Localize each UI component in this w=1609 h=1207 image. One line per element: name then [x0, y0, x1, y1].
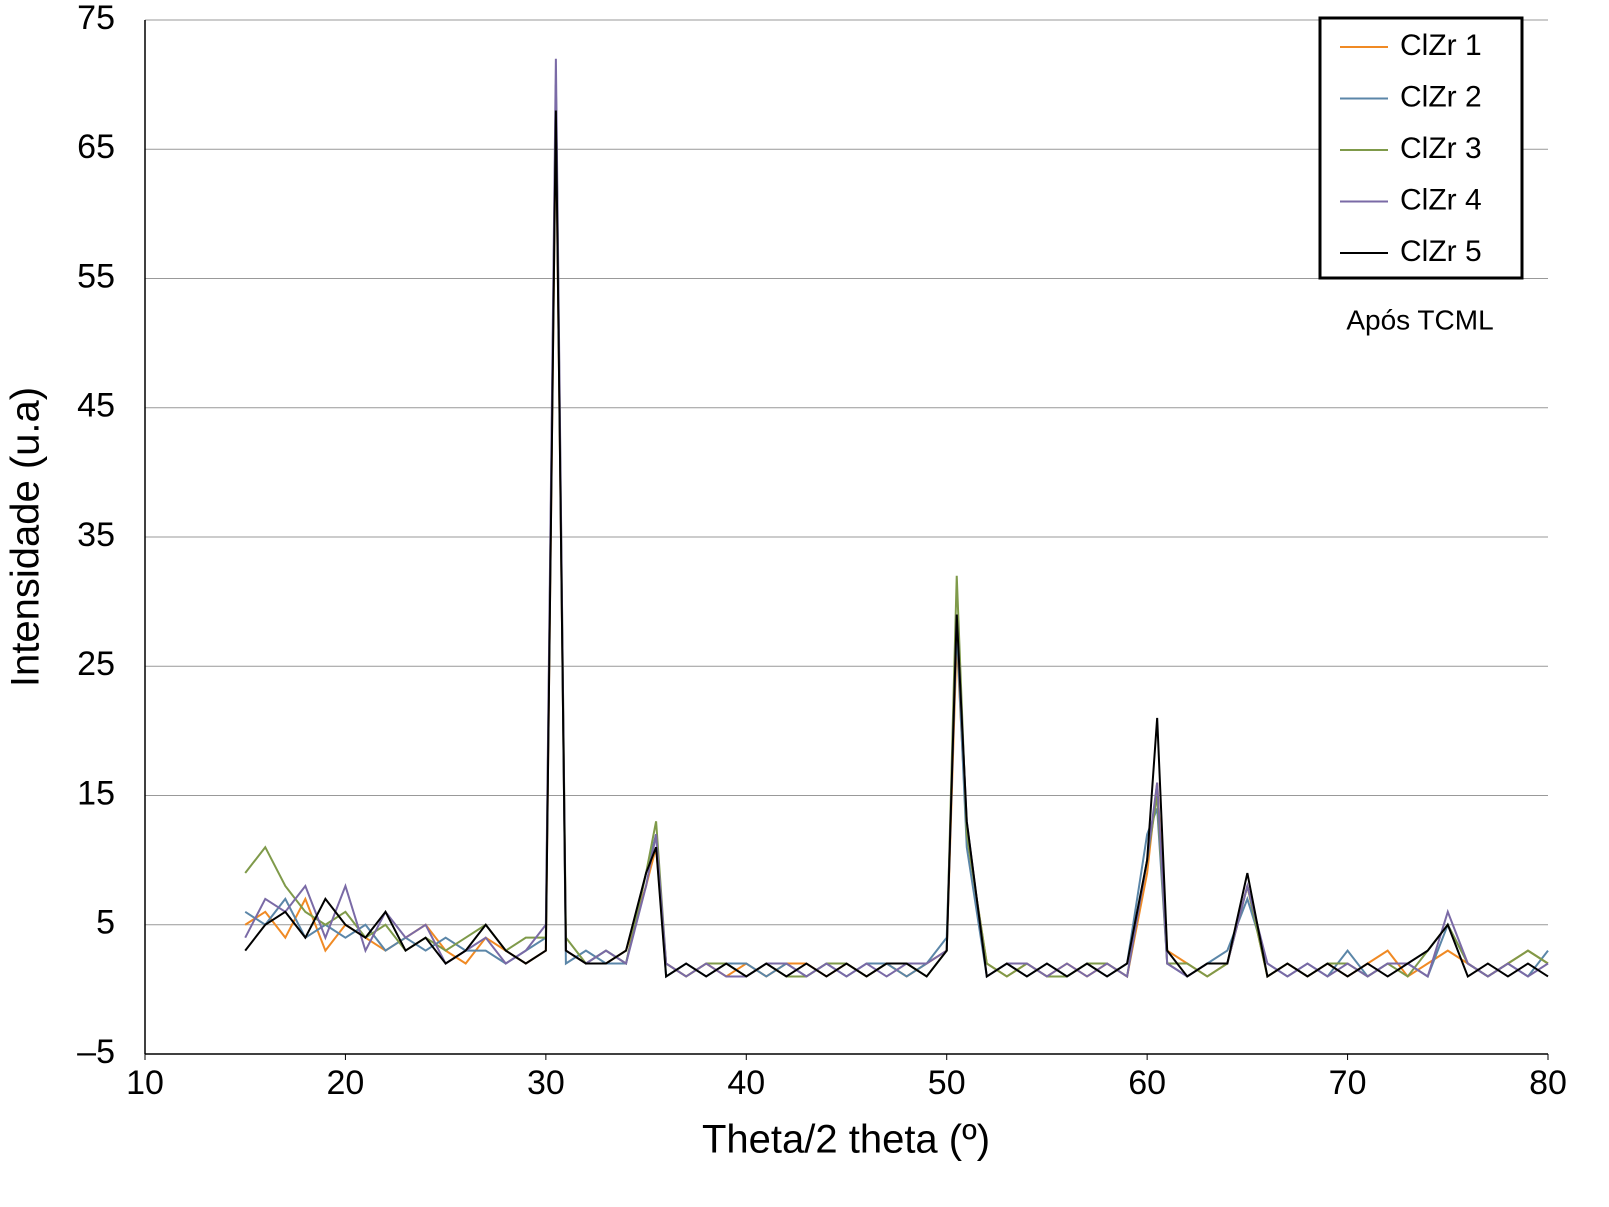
- legend-box: [1318, 16, 1524, 280]
- y-tick-label: 5: [96, 904, 115, 942]
- x-tick-label: 40: [727, 1064, 765, 1102]
- x-tick-label: 60: [1128, 1064, 1166, 1102]
- legend-label: ClZr 2: [1400, 80, 1482, 113]
- x-tick-label: 30: [527, 1064, 565, 1102]
- legend-label: ClZr 4: [1400, 183, 1482, 216]
- y-tick-label: 65: [77, 128, 115, 166]
- y-tick-label: 55: [77, 257, 115, 295]
- y-tick-label: 35: [77, 516, 115, 554]
- legend-label: ClZr 3: [1400, 132, 1482, 165]
- y-tick-label: 25: [77, 645, 115, 683]
- x-tick-label: 80: [1529, 1064, 1567, 1102]
- y-tick-label: –5: [77, 1033, 115, 1071]
- y-tick-label: 45: [77, 387, 115, 425]
- y-tick-label: 75: [77, 0, 115, 37]
- x-tick-label: 20: [327, 1064, 365, 1102]
- x-tick-label: 50: [928, 1064, 966, 1102]
- x-tick-label: 10: [126, 1064, 164, 1102]
- series-line: [244, 110, 1549, 979]
- legend-label: ClZr 5: [1400, 235, 1482, 268]
- y-tick-label: 15: [77, 774, 115, 812]
- annotation: Após TCML: [1346, 304, 1493, 335]
- x-axis-label: Theta/2 theta (º): [702, 1118, 990, 1162]
- x-tick-label: 70: [1329, 1064, 1367, 1102]
- y-axis-label: Intensidade (u.a): [4, 387, 48, 687]
- legend-label: ClZr 1: [1400, 29, 1482, 62]
